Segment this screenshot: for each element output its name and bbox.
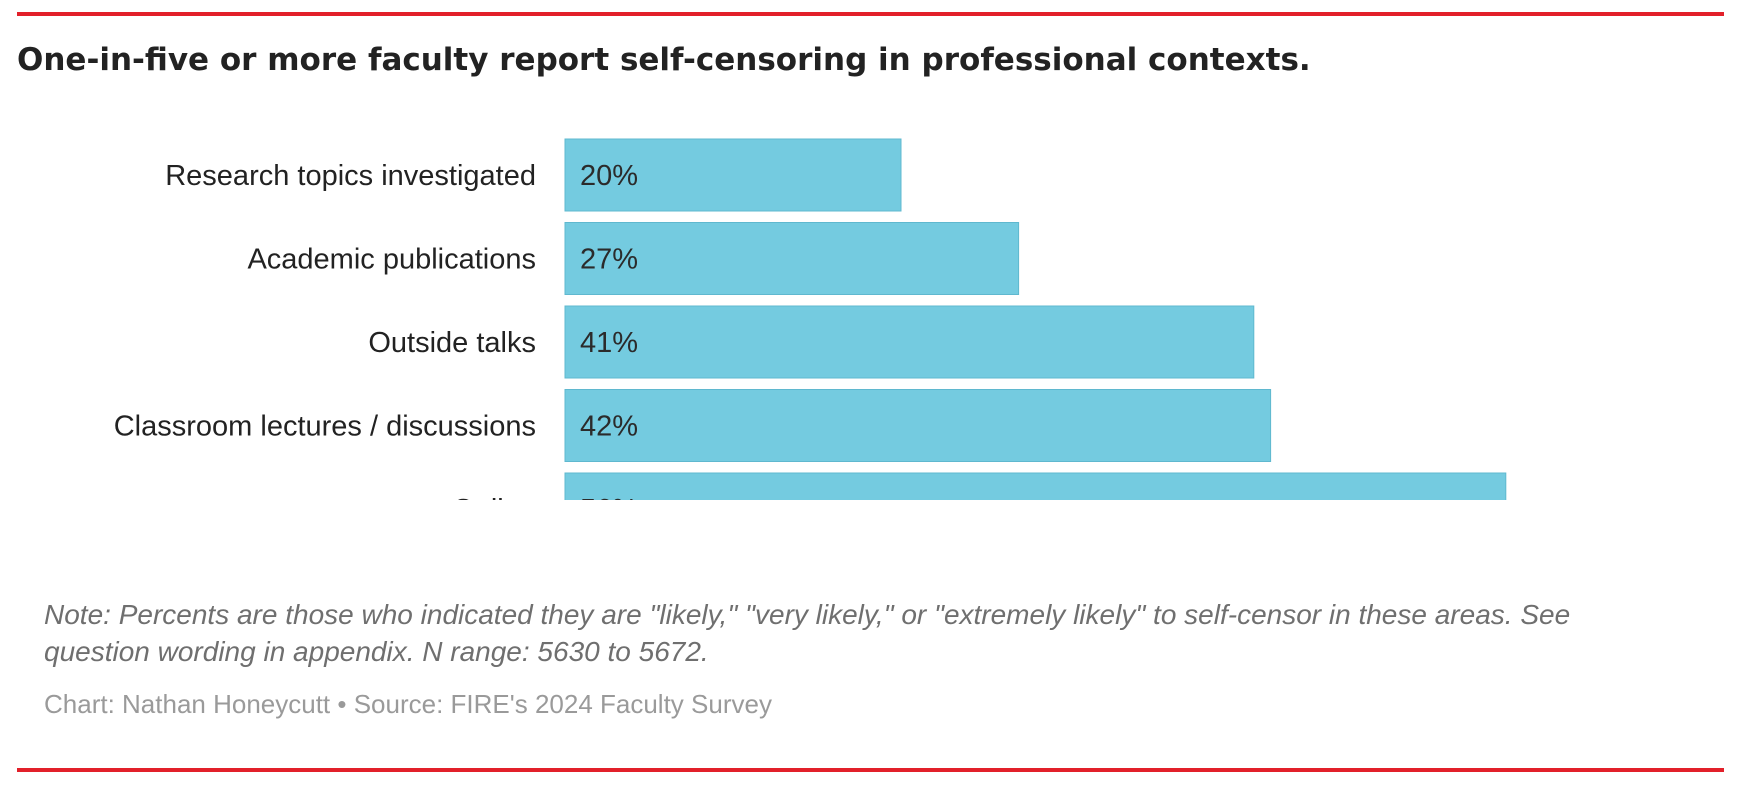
category-label: Academic publications	[247, 244, 536, 276]
category-label: Outside talks	[368, 327, 536, 359]
bar-1	[564, 222, 1020, 295]
chart-title: One-in-five or more faculty report self-…	[17, 42, 1311, 78]
category-label: Classroom lectures / discussions	[114, 411, 536, 443]
top-accent-rule	[17, 12, 1724, 16]
value-label: 56%	[580, 494, 638, 500]
bar-2	[564, 305, 1255, 379]
chart-credit: Chart: Nathan Honeycutt • Source: FIRE's…	[44, 689, 772, 719]
value-label: 27%	[580, 244, 638, 276]
bar-chart: Research topics investigated 20% Academic …	[114, 138, 1507, 500]
bottom-accent-rule	[17, 768, 1724, 772]
bar-0	[564, 138, 902, 212]
bar-4	[564, 472, 1507, 500]
category-label: Research topics investigated	[165, 160, 536, 192]
value-label: 42%	[580, 411, 638, 443]
chart-note: Note: Percents are those who indicated t…	[44, 599, 1571, 667]
category-label: Online	[452, 494, 536, 500]
value-label: 20%	[580, 160, 638, 192]
bar-3	[564, 389, 1272, 462]
value-label: 41%	[580, 327, 638, 359]
